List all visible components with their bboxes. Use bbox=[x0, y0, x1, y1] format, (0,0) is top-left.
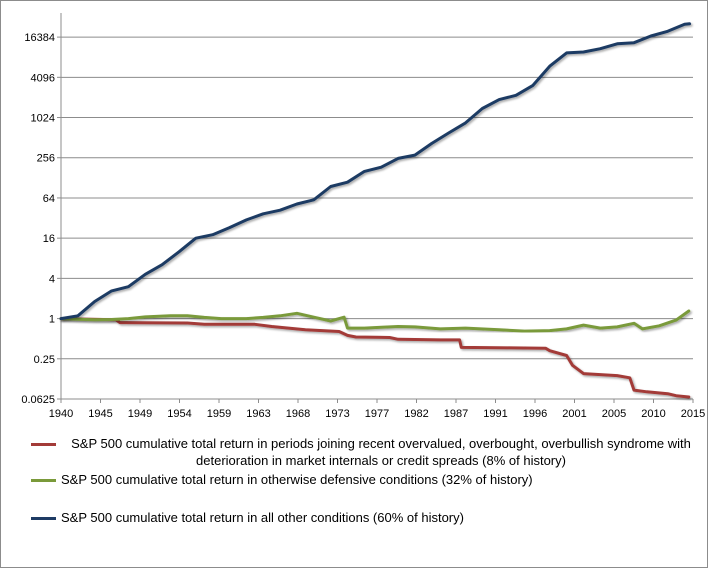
y-tick-label: 16384 bbox=[24, 32, 55, 44]
x-tick-label: 1987 bbox=[444, 408, 468, 420]
x-tick-label: 1977 bbox=[365, 408, 389, 420]
x-tick-label: 1982 bbox=[404, 408, 428, 420]
legend-item-other: S&P 500 cumulative total return in all o… bbox=[31, 509, 701, 529]
legend-swatch-red bbox=[31, 443, 56, 446]
legend-label-defensive: S&P 500 cumulative total return in other… bbox=[61, 472, 533, 487]
series-line-other bbox=[59, 22, 692, 321]
y-tick-label: 4096 bbox=[31, 72, 55, 84]
y-tick-label: 64 bbox=[43, 193, 55, 205]
y-tick-label: 256 bbox=[37, 153, 55, 165]
legend-label-other: S&P 500 cumulative total return in all o… bbox=[61, 510, 464, 525]
y-tick-label: 16 bbox=[43, 233, 55, 245]
x-tick-label: 1968 bbox=[286, 408, 310, 420]
y-axis: 16384 4096 1024 256 64 16 4 1 0.25 0.0625 bbox=[21, 13, 62, 406]
legend-swatch-blue bbox=[31, 517, 56, 520]
series-line-overvalued bbox=[59, 317, 691, 399]
x-tick-label: 1963 bbox=[246, 408, 270, 420]
legend-item-overvalued: S&P 500 cumulative total return in perio… bbox=[31, 435, 701, 471]
x-tick-label: 1945 bbox=[88, 408, 112, 420]
x-tick-label: 1949 bbox=[128, 408, 152, 420]
legend: S&P 500 cumulative total return in perio… bbox=[31, 435, 701, 529]
x-tick-label: 1996 bbox=[523, 408, 547, 420]
x-tick-label: 2015 bbox=[681, 408, 705, 420]
legend-swatch-green bbox=[31, 479, 56, 482]
x-tick-label: 1973 bbox=[325, 408, 349, 420]
legend-item-defensive: S&P 500 cumulative total return in other… bbox=[31, 471, 701, 509]
legend-label-overvalued: S&P 500 cumulative total return in perio… bbox=[71, 436, 691, 468]
gridlines bbox=[61, 36, 693, 400]
x-tick-label: 1959 bbox=[207, 408, 231, 420]
x-tick-label: 1940 bbox=[49, 408, 73, 420]
x-tick-label: 2010 bbox=[641, 408, 665, 420]
y-tick-label: 0.25 bbox=[34, 354, 55, 366]
y-tick-label: 4 bbox=[49, 273, 55, 285]
y-tick-label: 0.0625 bbox=[21, 394, 55, 406]
y-tick-label: 1024 bbox=[31, 113, 55, 125]
x-tick-label: 1954 bbox=[167, 408, 191, 420]
y-tick-label: 1 bbox=[49, 314, 55, 326]
series-line-defensive bbox=[59, 309, 691, 333]
x-axis: 1940 1945 1949 1954 1959 1963 1968 1973 1977 1982… bbox=[49, 398, 705, 420]
series-lines bbox=[59, 22, 692, 399]
x-tick-label: 1991 bbox=[483, 408, 507, 420]
x-tick-label: 2005 bbox=[602, 408, 626, 420]
x-tick-label: 2001 bbox=[562, 408, 586, 420]
